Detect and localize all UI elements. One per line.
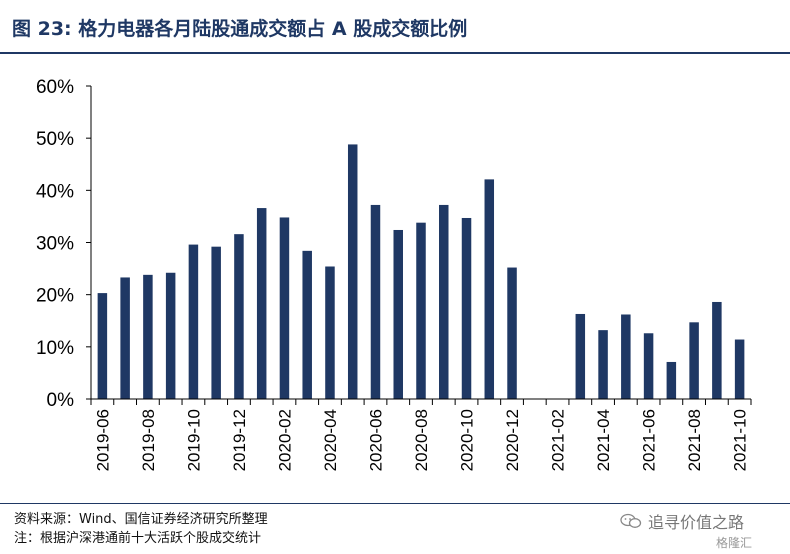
bar — [416, 222, 426, 399]
bar — [643, 333, 654, 399]
bar — [621, 314, 631, 399]
source-note: 资料来源：Wind、国信证券经济研究所整理 — [14, 512, 268, 527]
x-tick-label: 2021-10 — [731, 409, 750, 471]
x-tick-label: 2020-12 — [503, 409, 522, 471]
figure-footer: 资料来源：Wind、国信证券经济研究所整理 注：根据沪深港通前十大活跃个股成交统… — [14, 510, 268, 548]
x-tick-label: 2021-08 — [685, 409, 704, 471]
y-tick-label: 10% — [36, 338, 74, 359]
x-tick-label: 2019-12 — [230, 409, 249, 471]
bar — [302, 250, 312, 399]
x-axis: 2019-06 2019-08 2019-10 2019-12 2020-02 2020-… — [90, 398, 752, 471]
x-tick-label: 2020-02 — [275, 409, 294, 471]
watermark-text: 追寻价值之路 — [648, 513, 745, 532]
bar — [484, 179, 495, 399]
y-tick-label: 40% — [36, 181, 74, 202]
bar — [370, 204, 381, 399]
bar — [256, 208, 267, 399]
bar — [143, 274, 153, 399]
y-tick-label: 60% — [36, 77, 74, 98]
x-tick-label: 2021-02 — [549, 409, 568, 471]
bars — [97, 144, 745, 399]
x-tick-label: 2019-08 — [139, 409, 158, 471]
bar — [666, 361, 677, 399]
y-axis: 0% 10% 20% 30% 40% 50% 60% — [36, 77, 92, 411]
figure-header: 图 23: 格力电器各月陆股通成交额占 A 股成交额比例 — [0, 0, 790, 54]
x-tick-label: 2021-04 — [594, 409, 613, 471]
bar — [279, 217, 290, 399]
x-tick-label: 2019-10 — [184, 409, 203, 471]
bar — [120, 277, 130, 399]
wechat-icon — [620, 513, 642, 528]
bar — [575, 313, 586, 399]
watermark-brand: 格隆汇 — [716, 536, 753, 550]
bar — [347, 144, 358, 399]
x-tick-label: 2019-06 — [93, 409, 112, 471]
figure-title: 图 23: 格力电器各月陆股通成交额占 A 股成交额比例 — [12, 18, 468, 40]
watermark: 追寻价值之路 — [620, 509, 744, 533]
bar — [234, 234, 244, 399]
bar — [712, 301, 722, 399]
bar — [439, 204, 449, 399]
bar-chart: 0%10%20%30%40%50%60% 2019-06 2019-08 2019-… — [36, 77, 752, 471]
footnote: 注：根据沪深港通前十大活跃个股成交统计 — [14, 531, 262, 546]
x-tick-label: 2020-10 — [458, 409, 477, 471]
x-tick-label: 2020-04 — [321, 409, 340, 471]
bar — [689, 322, 699, 399]
footer-divider — [0, 503, 790, 504]
bar — [165, 272, 176, 399]
x-tick-label: 2021-06 — [640, 409, 659, 471]
bar — [325, 266, 335, 399]
y-tick-label: 20% — [36, 286, 74, 307]
bar — [393, 229, 403, 399]
bar — [461, 217, 472, 399]
bar — [734, 339, 745, 399]
bar — [188, 244, 199, 399]
bar — [598, 330, 608, 399]
title-divider — [0, 52, 790, 54]
bar — [211, 246, 221, 399]
y-tick-label: 0% — [47, 390, 75, 411]
x-tick-label: 2020-06 — [366, 409, 385, 471]
x-tick-label: 2020-08 — [412, 409, 431, 471]
y-tick-label: 30% — [36, 234, 74, 255]
bar — [507, 267, 517, 399]
y-tick-label: 50% — [36, 129, 74, 150]
bar — [97, 293, 108, 399]
